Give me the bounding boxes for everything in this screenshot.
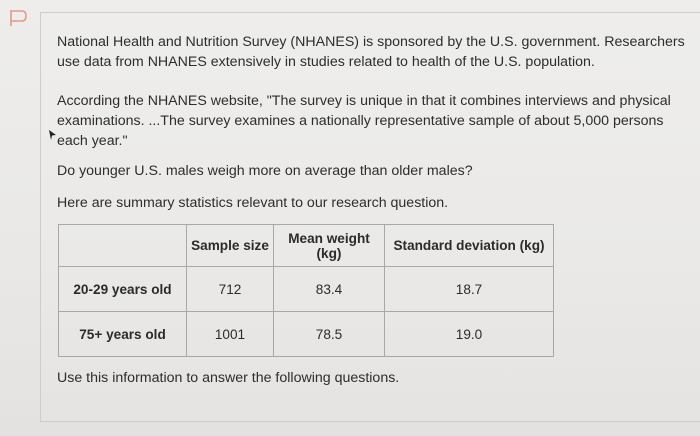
standard-deviation-cell: 19.0	[384, 311, 554, 357]
research-question: Do younger U.S. males weigh more on aver…	[57, 163, 473, 179]
sample-size-cell: 712	[186, 266, 274, 312]
summary-statistics-table: Sample size Mean weight (kg) Standard de…	[58, 224, 554, 357]
closing-instruction: Use this information to answer the follo…	[57, 370, 400, 386]
intro-paragraph: National Health and Nutrition Survey (NH…	[57, 34, 685, 70]
table-header-cell: Sample size	[186, 224, 274, 267]
table-header-cell: Mean weight (kg)	[273, 224, 385, 267]
lead-in-text: Here are summary statistics relevant to …	[57, 195, 449, 211]
row-label: 20-29 years old	[58, 266, 187, 312]
cursor-icon	[49, 130, 56, 140]
table-header-row: Sample size Mean weight (kg) Standard de…	[58, 224, 554, 267]
table-header-cell	[58, 224, 187, 267]
mean-weight-cell: 83.4	[273, 266, 385, 312]
mean-weight-cell: 78.5	[273, 311, 385, 357]
quote-paragraph: According the NHANES website, "The surve…	[57, 93, 671, 149]
sample-size-cell: 1001	[186, 311, 274, 357]
row-label: 75+ years old	[58, 311, 187, 357]
table-row: 20-29 years old 712 83.4 18.7	[58, 266, 554, 312]
bookmark-flag-icon[interactable]	[7, 7, 29, 29]
standard-deviation-cell: 18.7	[384, 266, 554, 312]
table-header-cell: Standard deviation (kg)	[384, 224, 554, 267]
table-row: 75+ years old 1001 78.5 19.0	[58, 311, 554, 357]
question-card	[40, 12, 700, 422]
